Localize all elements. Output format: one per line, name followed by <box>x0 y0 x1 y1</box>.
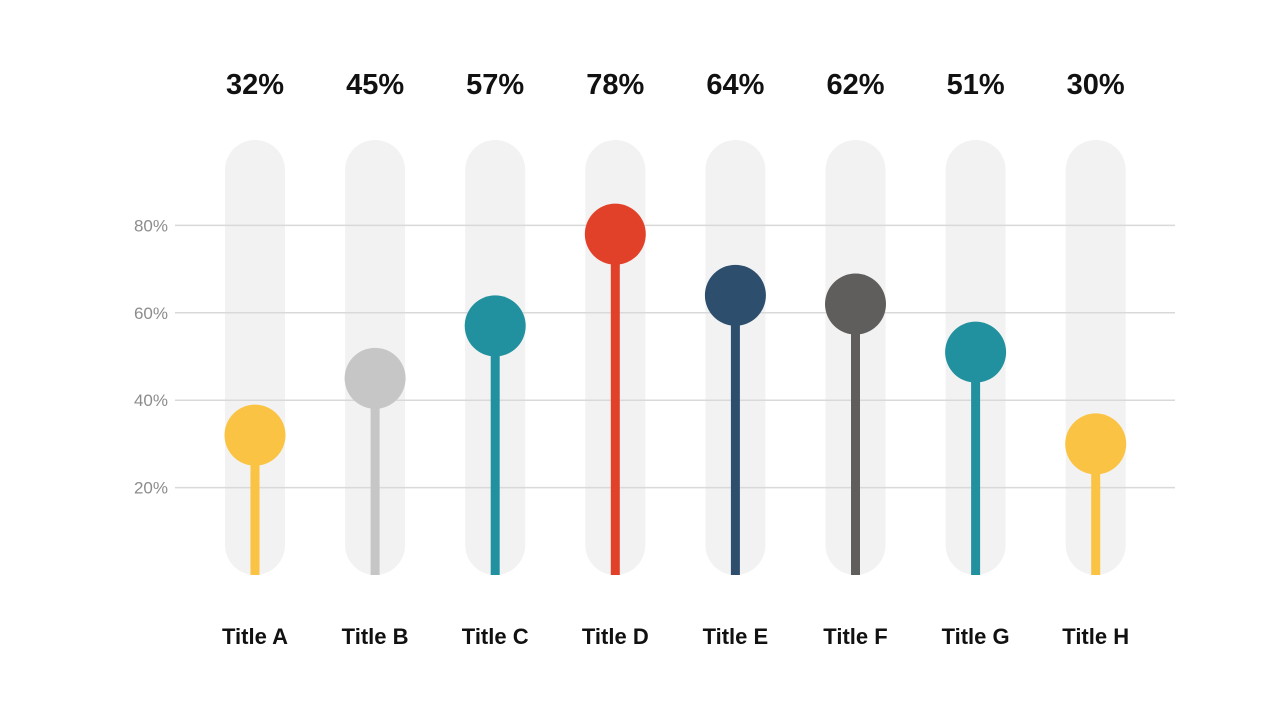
lollipop-stem-1 <box>250 435 260 575</box>
lollipop-dot-6 <box>825 273 886 335</box>
lollipop-stem-4 <box>610 234 620 575</box>
gridlines <box>175 224 1175 489</box>
value-label-1: 32% <box>226 69 284 101</box>
category-label-4: Title D <box>582 624 649 649</box>
value-labels: 32% 45% 57% 78% 64% 62% 51% 30% <box>226 69 1125 101</box>
lollipop-dot-3 <box>464 295 526 357</box>
lollipop-dot-1 <box>224 404 286 466</box>
value-label-6: 62% <box>826 69 884 101</box>
category-label-6: Title F <box>823 624 887 649</box>
lollipop-stem-6 <box>851 304 860 575</box>
lollipop-stem-2 <box>370 378 380 575</box>
y-tick-label: 60% <box>134 304 168 323</box>
value-label-5: 64% <box>706 69 764 101</box>
value-label-2: 45% <box>346 69 404 101</box>
y-axis-ticks: 20% 40% 60% 80% <box>134 216 168 497</box>
category-label-3: Title C <box>462 624 529 649</box>
category-label-1: Title A <box>222 624 288 649</box>
lollipop-stem-8 <box>1091 443 1101 575</box>
y-tick-label: 80% <box>134 216 168 235</box>
value-label-4: 78% <box>586 69 644 101</box>
track-1 <box>225 140 285 575</box>
lollipop-stem-5 <box>730 295 740 575</box>
value-label-8: 30% <box>1067 69 1125 101</box>
value-label-7: 51% <box>947 69 1005 101</box>
lollipop-dot-4 <box>584 203 646 265</box>
y-tick-label: 20% <box>134 479 168 498</box>
category-label-2: Title B <box>342 624 409 649</box>
y-tick-label: 40% <box>134 391 168 410</box>
lollipop-dot-2 <box>344 347 406 409</box>
category-label-5: Title E <box>703 624 769 649</box>
lollipop-dot-8 <box>1065 413 1127 475</box>
category-label-8: Title H <box>1062 624 1129 649</box>
lollipop-dot-7 <box>945 321 1007 383</box>
lollipop-dot-5 <box>704 264 766 326</box>
lollipop-stem-7 <box>971 352 981 575</box>
category-label-7: Title G <box>942 624 1010 649</box>
lollipop-marks <box>224 203 1127 575</box>
value-label-3: 57% <box>466 69 524 101</box>
lollipop-stem-3 <box>490 325 500 575</box>
category-labels: Title A Title B Title C Title D Title E Title… <box>222 624 1129 649</box>
